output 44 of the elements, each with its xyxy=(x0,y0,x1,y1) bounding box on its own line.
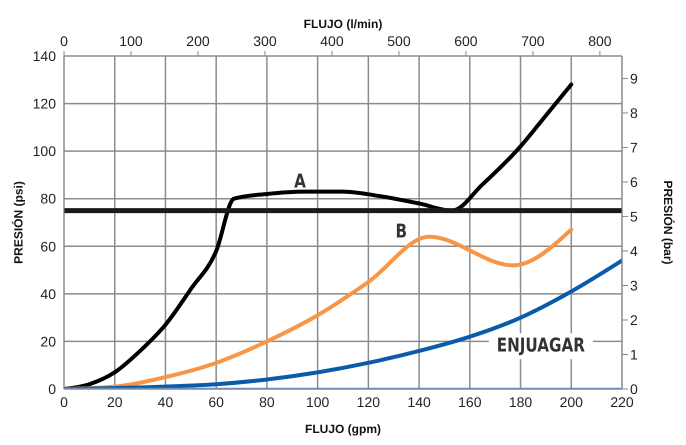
y2-tick-label: 7 xyxy=(630,139,638,156)
y2-tick-label: 4 xyxy=(630,242,638,259)
y2-tick-label: 6 xyxy=(630,174,638,190)
x-tick-label: 140 xyxy=(407,394,431,410)
y2-axis-title: PRESIÓN (bar) xyxy=(660,180,675,265)
y-tick-label: 40 xyxy=(40,286,56,302)
annotation: ENJUAGAR xyxy=(496,335,585,358)
y2-tick-label: 1 xyxy=(630,346,638,362)
annotation: A xyxy=(294,171,306,194)
x2-tick-label: 0 xyxy=(60,33,68,49)
y-tick-label: 60 xyxy=(40,238,56,254)
y-tick-label: 20 xyxy=(40,333,56,350)
y-tick-label: 140 xyxy=(32,48,56,64)
y-tick-label: 0 xyxy=(48,380,56,397)
y-tick-label: 120 xyxy=(32,96,56,112)
x-tick-label: 80 xyxy=(259,394,275,410)
x2-axis-title: FLUJO (l/min) xyxy=(304,17,382,31)
x-tick-label: 0 xyxy=(60,394,68,410)
x-tick-label: 160 xyxy=(458,394,482,410)
x2-tick-label: 400 xyxy=(320,33,344,49)
x-tick-label: 20 xyxy=(106,394,123,410)
y-axis-title: PRESIÓN (psi) xyxy=(11,181,26,264)
x-tick-label: 100 xyxy=(306,394,330,410)
x2-tick-label: 700 xyxy=(521,33,545,49)
y2-tick-label: 8 xyxy=(630,104,638,121)
y2-tick-label: 3 xyxy=(630,277,638,294)
y2-tick-label: 9 xyxy=(630,70,638,86)
x2-tick-label: 500 xyxy=(387,33,411,49)
annotation: B xyxy=(396,220,408,244)
x2-tick-label: 100 xyxy=(119,33,143,49)
y-tick-label: 80 xyxy=(40,190,56,207)
y-tick-label: 100 xyxy=(32,143,56,160)
y2-tick-label: 5 xyxy=(630,208,638,224)
x2-tick-label: 300 xyxy=(253,33,277,49)
x-tick-label: 40 xyxy=(158,394,174,410)
y2-tick-label: 2 xyxy=(630,312,638,328)
x-tick-label: 180 xyxy=(508,394,532,410)
x-tick-label: 60 xyxy=(208,394,224,410)
x2-tick-label: 200 xyxy=(186,33,210,49)
x2-tick-label: 600 xyxy=(454,33,478,49)
x-tick-label: 120 xyxy=(356,394,380,410)
x-tick-label: 200 xyxy=(560,394,584,410)
x2-tick-label: 800 xyxy=(588,33,612,49)
x-axis-title: FLUJO (gpm) xyxy=(305,422,381,436)
